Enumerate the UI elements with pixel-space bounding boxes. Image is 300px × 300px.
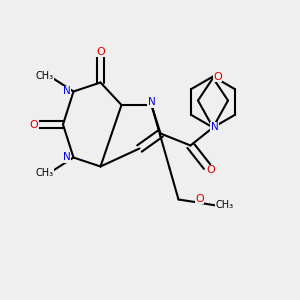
Text: CH₃: CH₃: [216, 200, 234, 211]
Text: N: N: [63, 152, 71, 163]
Text: O: O: [213, 71, 222, 82]
Text: O: O: [206, 165, 215, 175]
Text: CH₃: CH₃: [35, 168, 53, 178]
Text: O: O: [195, 194, 204, 204]
Text: N: N: [211, 122, 218, 133]
Text: N: N: [63, 86, 71, 97]
Text: O: O: [29, 119, 38, 130]
Text: N: N: [148, 97, 155, 107]
Text: O: O: [96, 46, 105, 57]
Text: CH₃: CH₃: [35, 70, 53, 81]
